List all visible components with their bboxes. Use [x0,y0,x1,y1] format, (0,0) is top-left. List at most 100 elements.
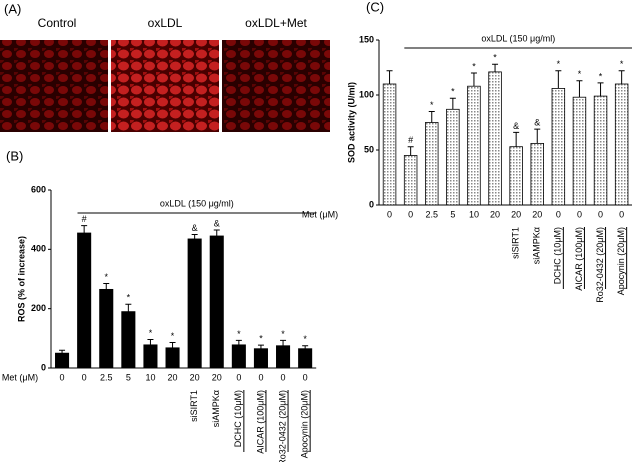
x-tick-label: 0 [577,209,582,219]
panel-label: (A) [4,1,21,16]
annotation: * [259,334,263,344]
annotation: & [534,117,540,127]
panel-label: (C) [366,0,384,14]
treatment-label: siSIRT1 [511,227,521,259]
treatment-label: Apocynin (20μM) [616,227,626,295]
y-tick-label: 600 [31,184,46,194]
annotation: * [104,272,108,282]
bar [99,288,114,369]
image-label: oxLDL [148,16,183,30]
bar [165,347,180,369]
error-bar [555,70,562,89]
treatment-label: siSIRT1 [189,390,199,422]
error-bar [235,339,242,345]
annotation: * [472,61,476,71]
annotation: & [513,121,519,131]
x-tick-label: 2.5 [100,372,113,382]
bar [488,71,502,206]
y-axis-label: SOD activity (U/ml) [346,82,356,163]
annotation: & [192,223,198,233]
bar [382,83,397,206]
x-tick-label: 0 [258,372,263,382]
bar [530,142,544,206]
x-tick-label: 0 [408,209,413,219]
error-bar [257,344,264,349]
x-tick-label: 5 [450,209,455,219]
treatment-label: AICAR (100μM) [255,390,265,454]
error-bar [492,63,499,72]
y-tick-label: 150 [359,34,374,44]
treatment-label: Apocynin (20μM) [300,390,310,458]
error-bar [81,225,88,234]
x-tick-label: 0 [556,209,561,219]
error-bar [386,70,393,84]
bar [55,352,70,369]
y-tick-label: 400 [31,244,46,254]
bar [276,345,291,369]
x-tick-label: 5 [126,372,131,382]
annotation: * [281,329,285,339]
error-bar [407,146,414,156]
x-tick-label: 20 [490,209,500,219]
annotation: * [430,100,434,110]
bar [231,344,246,369]
x-tick-label: 20 [212,372,222,382]
x-tick-label: 0 [619,209,624,219]
bar [572,96,587,206]
error-bar [191,234,198,239]
y-tick-label: 50 [364,144,374,154]
micrograph [111,40,219,132]
bar [121,311,136,369]
x-tick-label: 0 [60,372,65,382]
bar [253,348,268,369]
bar [209,235,224,369]
x-tick-label: 20 [190,372,200,382]
error-bar [618,70,625,84]
x-axis-label: Met (μM) [302,209,338,219]
error-bar [470,72,477,87]
annotation: * [599,71,603,81]
error-bar [428,111,435,123]
error-bar [534,128,541,144]
x-tick-label: 0 [82,372,87,382]
micrograph [0,40,108,132]
treatment-label: Ro32-0432 (20μM) [595,227,605,303]
treatment-label: AICAR (100μM) [574,227,584,291]
annotation: * [493,53,497,63]
bar [77,232,92,369]
error-bar [302,345,309,349]
annotation: * [237,329,241,339]
error-bar [513,131,520,147]
bar [593,95,608,206]
x-tick-label: 0 [387,209,392,219]
annotation: # [408,135,413,145]
image-label: oxLDL+Met [245,16,307,30]
micrograph [222,40,330,132]
bar [509,146,523,206]
y-tick-label: 0 [369,199,374,209]
treatment-label: siAMPKα [211,390,221,427]
x-tick-label: 0 [303,372,308,382]
annotation: * [578,69,582,79]
annotation: * [451,87,455,97]
error-bar [125,303,132,312]
bar [403,155,418,206]
bar [298,348,313,369]
treatment-label: Ro32-0432 (20μM) [277,390,287,462]
bar [467,85,481,206]
error-bar [103,282,110,290]
bar [446,108,460,206]
y-tick-label: 200 [31,303,46,313]
bar [551,88,566,206]
y-axis-label: ROS (% of increase) [16,236,26,322]
annotation: * [620,59,624,69]
error-bar [280,339,287,346]
panel-label: (B) [6,148,23,163]
bar [614,83,629,206]
error-bar [576,80,583,98]
bracket-label: oxLDL (150 μg/ml) [481,33,555,43]
annotation: * [149,328,153,338]
y-tick-label: 100 [359,89,374,99]
bar [425,122,439,206]
